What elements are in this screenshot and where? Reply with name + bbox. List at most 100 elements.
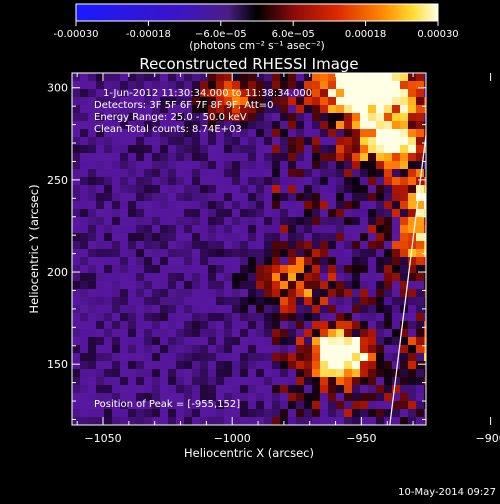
heatmap-cell	[224, 305, 232, 313]
heatmap-cell	[264, 361, 272, 369]
heatmap-cell	[136, 89, 144, 97]
heatmap-cell	[152, 385, 160, 393]
heatmap-cell	[184, 265, 192, 273]
heatmap-cell	[264, 409, 272, 417]
heatmap-cell	[224, 89, 232, 97]
heatmap-cell	[176, 297, 184, 305]
heatmap-cell	[136, 73, 144, 81]
heatmap-cell	[256, 129, 264, 137]
heatmap-cell	[240, 393, 248, 401]
heatmap-cell	[168, 89, 176, 97]
heatmap-cell	[336, 105, 344, 113]
heatmap-cell	[128, 153, 136, 161]
heatmap-cell	[136, 361, 144, 369]
heatmap-cell	[80, 249, 88, 257]
heatmap-cell	[264, 233, 272, 241]
heatmap-cell	[256, 185, 264, 193]
heatmap-cell	[144, 345, 152, 353]
heatmap-cell	[232, 121, 240, 129]
heatmap-cell	[160, 393, 168, 401]
heatmap-cell	[352, 337, 360, 345]
heatmap-cell	[352, 153, 360, 161]
heatmap-cell	[288, 417, 296, 425]
heatmap-cell	[168, 137, 176, 145]
heatmap-cell	[240, 249, 248, 257]
heatmap-cell	[72, 185, 80, 193]
heatmap-cell	[392, 209, 400, 217]
heatmap-cell	[280, 177, 288, 185]
heatmap-cell	[424, 89, 426, 97]
heatmap-cell	[248, 145, 256, 153]
heatmap-cell	[216, 161, 224, 169]
heatmap-cell	[104, 281, 112, 289]
heatmap-cell	[416, 345, 424, 353]
heatmap-cell	[264, 169, 272, 177]
heatmap-cell	[280, 185, 288, 193]
heatmap-cell	[416, 217, 424, 225]
heatmap-cell	[120, 313, 128, 321]
heatmap-cell	[352, 249, 360, 257]
heatmap-cell	[320, 137, 328, 145]
heatmap-cell	[312, 105, 320, 113]
heatmap-cell	[272, 193, 280, 201]
heatmap-cell	[272, 97, 280, 105]
heatmap-cell	[360, 153, 368, 161]
heatmap-cell	[400, 169, 408, 177]
heatmap-cell	[392, 129, 400, 137]
heatmap-cell	[416, 377, 424, 385]
heatmap-cell	[136, 201, 144, 209]
heatmap-cell	[272, 265, 280, 273]
heatmap-cell	[248, 121, 256, 129]
heatmap-cell	[136, 409, 144, 417]
heatmap-cell	[296, 385, 304, 393]
heatmap-cell	[112, 313, 120, 321]
heatmap-cell	[184, 185, 192, 193]
heatmap-cell	[120, 217, 128, 225]
heatmap-cell	[136, 353, 144, 361]
heatmap-cell	[160, 297, 168, 305]
heatmap-cell	[368, 153, 376, 161]
heatmap-cell	[416, 321, 424, 329]
heatmap-cell	[376, 241, 384, 249]
heatmap-cell	[352, 265, 360, 273]
heatmap-cell	[424, 321, 426, 329]
heatmap-cell	[208, 241, 216, 249]
heatmap-cell	[288, 369, 296, 377]
heatmap-cell	[248, 241, 256, 249]
heatmap-cell	[240, 193, 248, 201]
heatmap-cell	[168, 169, 176, 177]
heatmap-cell	[368, 161, 376, 169]
heatmap-cell	[384, 217, 392, 225]
heatmap-cell	[296, 153, 304, 161]
heatmap-cell	[336, 185, 344, 193]
heatmap-cell	[232, 345, 240, 353]
heatmap-cell	[424, 297, 426, 305]
heatmap-cell	[344, 385, 352, 393]
heatmap-cell	[208, 297, 216, 305]
heatmap-cell	[296, 169, 304, 177]
heatmap-cell	[408, 385, 416, 393]
heatmap-cell	[88, 201, 96, 209]
heatmap-cell	[336, 329, 344, 337]
heatmap-cell	[120, 273, 128, 281]
heatmap-cell	[360, 305, 368, 313]
heatmap-cell	[160, 81, 168, 89]
heatmap-cell	[256, 369, 264, 377]
heatmap-cell	[104, 265, 112, 273]
heatmap-cell	[224, 177, 232, 185]
heatmap-cell	[408, 313, 416, 321]
heatmap-cell	[328, 337, 336, 345]
heatmap-cell	[128, 313, 136, 321]
heatmap-cell	[280, 369, 288, 377]
heatmap-cell	[80, 321, 88, 329]
heatmap-cell	[368, 393, 376, 401]
heatmap-cell	[72, 353, 80, 361]
heatmap-cell	[208, 345, 216, 353]
heatmap-cell	[416, 185, 424, 193]
heatmap-cell	[96, 281, 104, 289]
heatmap-cell	[288, 193, 296, 201]
heatmap-cell	[176, 417, 184, 425]
heatmap-cell	[240, 369, 248, 377]
heatmap-cell	[120, 249, 128, 257]
heatmap-cell	[248, 105, 256, 113]
